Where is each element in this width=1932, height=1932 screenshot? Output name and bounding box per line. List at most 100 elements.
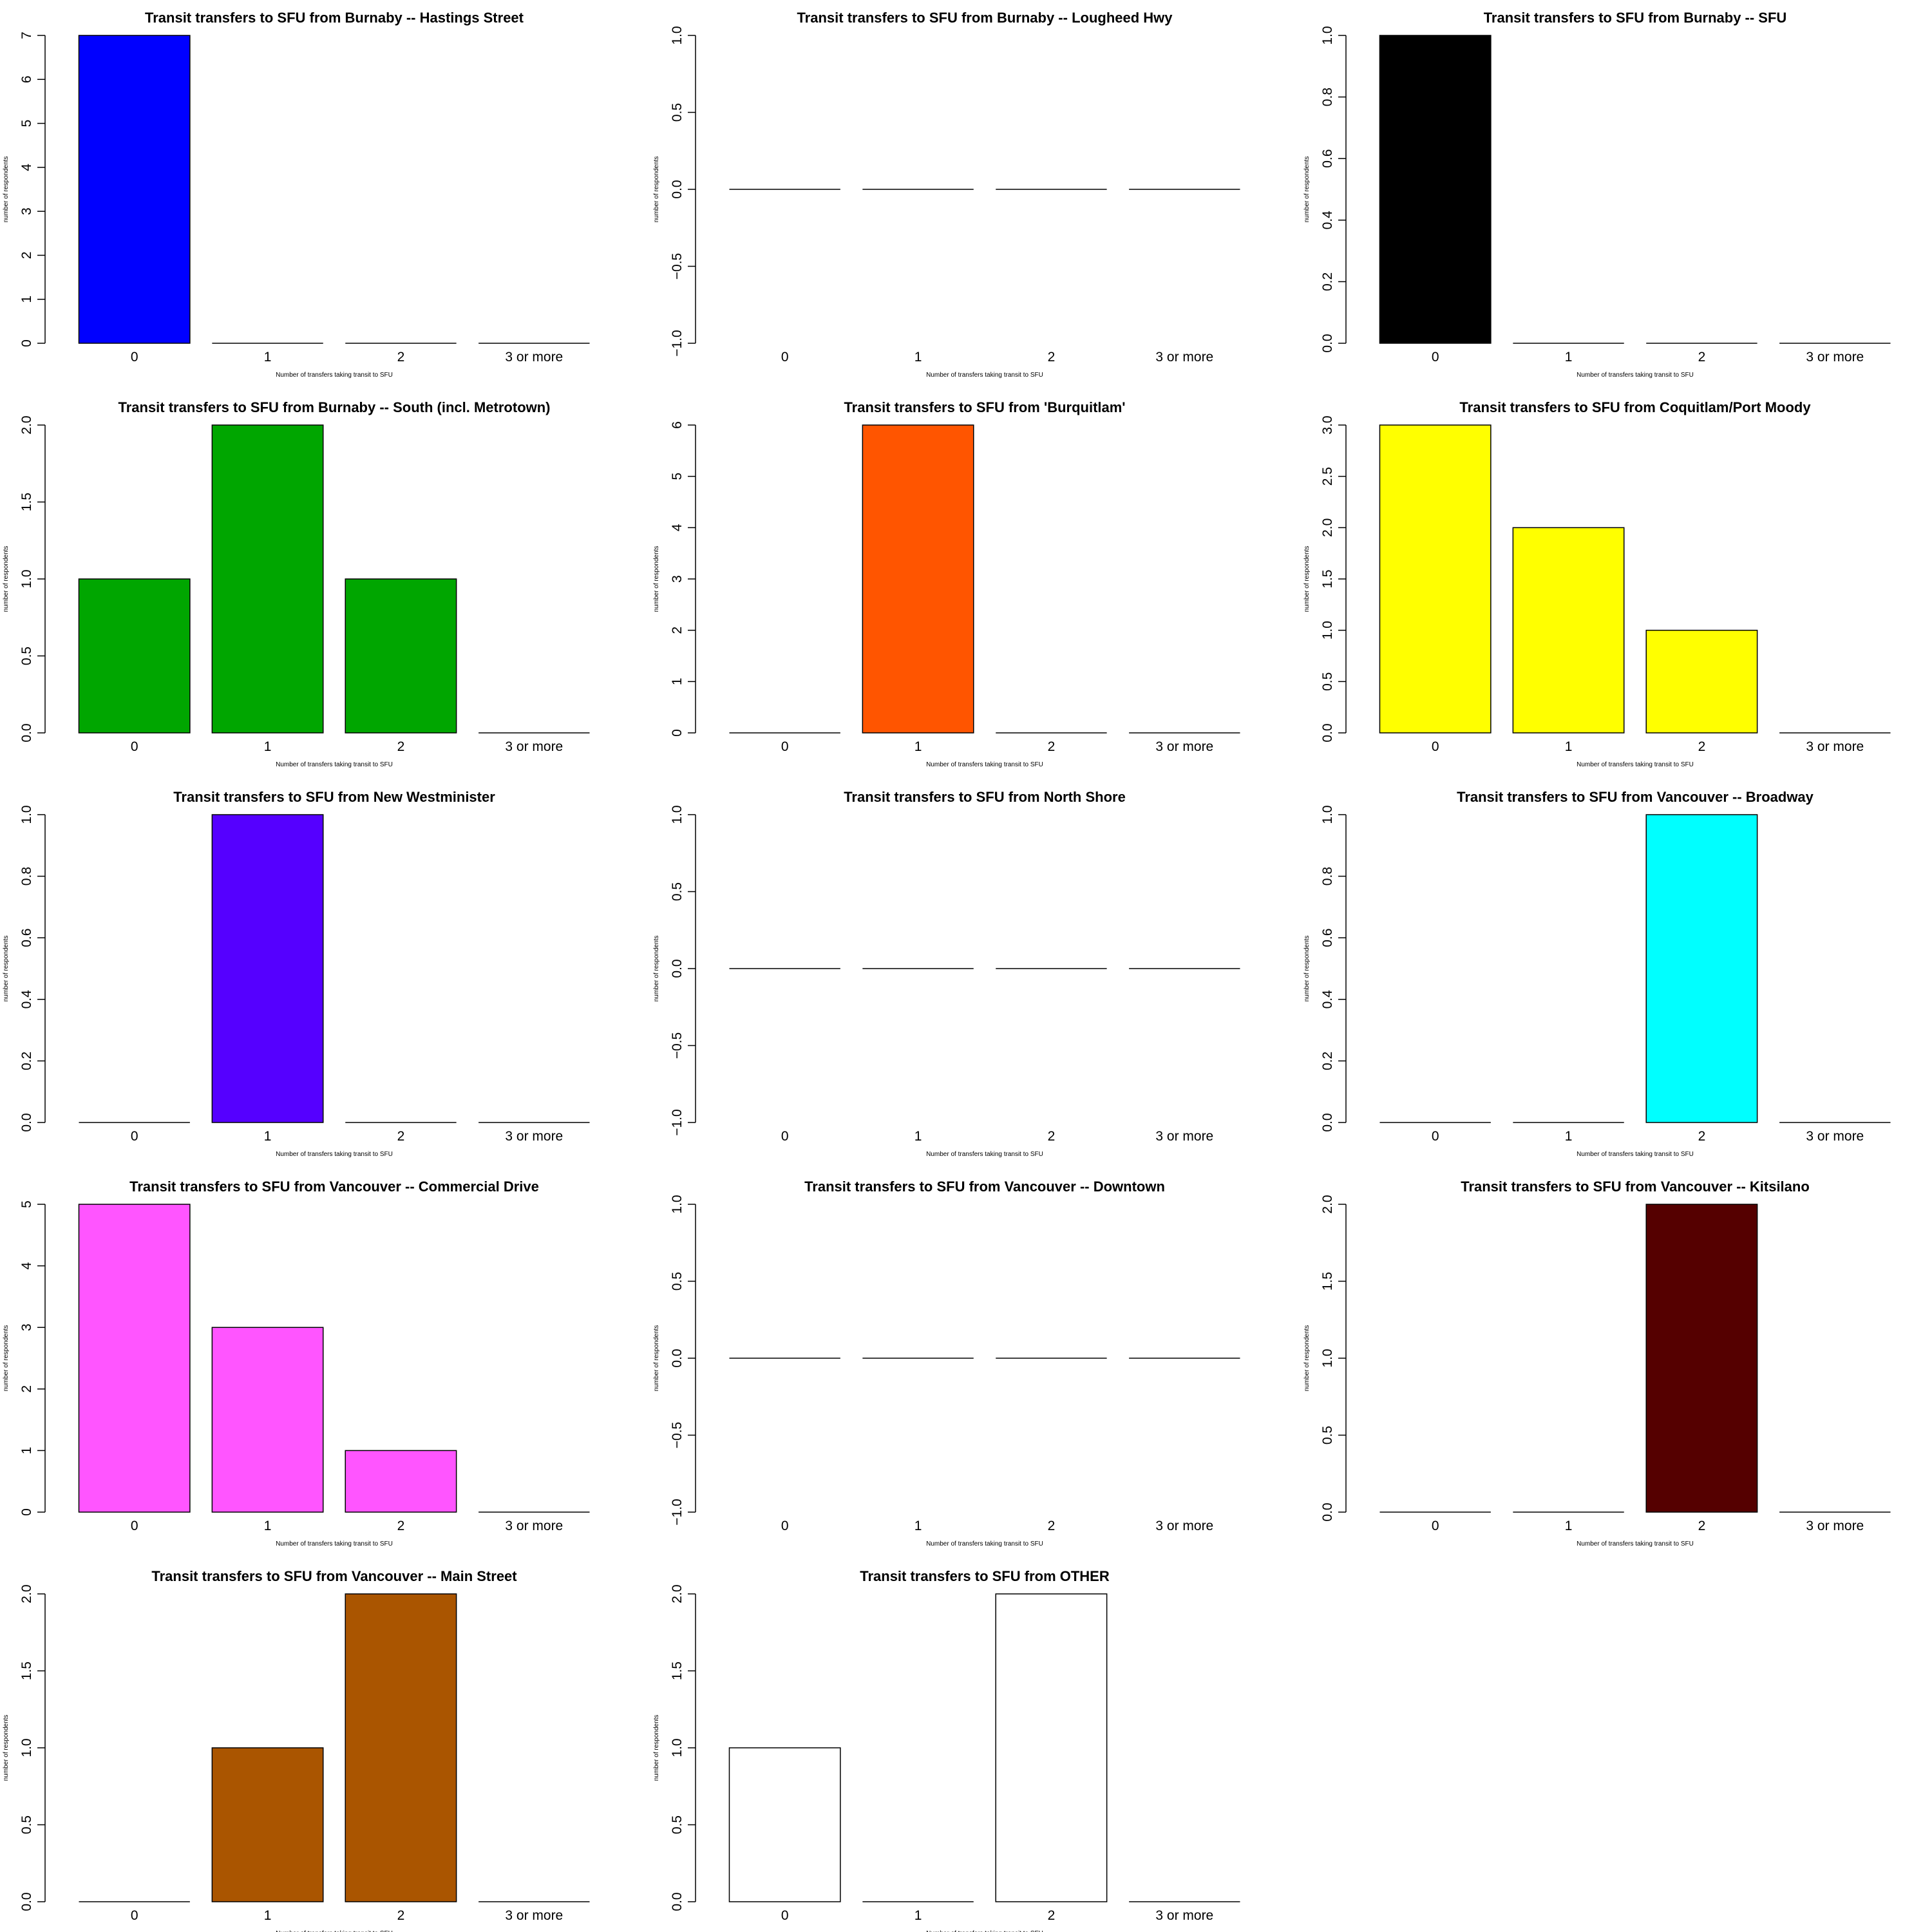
y-tick-label: 1.0 [670, 1738, 685, 1757]
y-axis-label: number of respondents [653, 156, 660, 223]
chart-title: Transit transfers to SFU from Vancouver … [804, 1179, 1165, 1195]
x-axis-label: Number of transfers taking transit to SF… [926, 1930, 1043, 1932]
y-tick-label: 0 [19, 1508, 34, 1516]
y-tick-label: 0.0 [670, 1349, 685, 1367]
x-tick-label: 1 [1565, 739, 1573, 754]
chart-panel: Transit transfers to SFU from Burnaby --… [653, 10, 1240, 379]
chart-panel: Transit transfers to SFU from New Westmi… [3, 789, 590, 1158]
chart-panel: Transit transfers to SFU from Burnaby --… [3, 399, 590, 768]
chart-panel: Transit transfers to SFU from Vancouver … [653, 1179, 1240, 1548]
y-tick-label: 2 [670, 627, 685, 634]
x-tick-label: 2 [397, 1908, 405, 1923]
y-tick-label: 0.0 [670, 180, 685, 198]
x-tick-label: 2 [397, 1129, 405, 1144]
y-tick-label: 1.0 [19, 569, 34, 588]
y-axis-label: number of respondents [3, 936, 10, 1002]
y-tick-label: 4 [670, 524, 685, 531]
y-tick-label: 2.0 [19, 415, 34, 434]
chart-panel: Transit transfers to SFU from Vancouver … [3, 1179, 590, 1548]
x-axis-label: Number of transfers taking transit to SF… [1577, 1540, 1694, 1548]
bar [78, 578, 191, 734]
bar [211, 424, 324, 734]
x-tick-label: 2 [1048, 1908, 1056, 1923]
y-tick-label: 0 [670, 729, 685, 737]
y-tick-label: 0.4 [1320, 990, 1335, 1009]
bar [862, 424, 974, 734]
bar [728, 1747, 841, 1902]
y-tick-label: −1.0 [670, 1109, 685, 1135]
chart-title: Transit transfers to SFU from Coquitlam/… [1459, 399, 1811, 415]
y-tick-label: 1 [670, 677, 685, 685]
x-tick-label: 0 [131, 1129, 138, 1144]
y-tick-label: 1 [19, 1447, 34, 1455]
y-tick-label: 1.0 [19, 805, 34, 824]
x-tick-label: 3 or more [1155, 739, 1213, 754]
y-tick-label: 6 [19, 75, 34, 83]
y-tick-label: −0.5 [670, 1032, 685, 1059]
x-axis-label: Number of transfers taking transit to SF… [1577, 761, 1694, 768]
y-axis-label: number of respondents [3, 546, 10, 612]
x-tick-label: 3 or more [1806, 350, 1864, 365]
y-axis-label: number of respondents [1303, 936, 1311, 1002]
y-tick-label: 1.0 [19, 1738, 34, 1757]
y-tick-label: 0.0 [19, 723, 34, 742]
y-tick-label: 2.0 [670, 1584, 685, 1603]
x-axis-label: Number of transfers taking transit to SF… [926, 761, 1043, 768]
x-tick-label: 2 [397, 350, 405, 365]
y-tick-label: 0.6 [19, 929, 34, 947]
y-tick-label: −1.0 [670, 330, 685, 356]
y-tick-label: 0.5 [19, 647, 34, 665]
x-tick-label: 2 [397, 739, 405, 754]
x-tick-label: 2 [1698, 1519, 1706, 1533]
x-tick-label: 0 [131, 739, 138, 754]
y-tick-label: 1.5 [1320, 1272, 1335, 1291]
x-axis-label: Number of transfers taking transit to SF… [276, 372, 393, 379]
bar [345, 578, 457, 734]
x-tick-label: 0 [781, 739, 789, 754]
x-tick-label: 1 [914, 1519, 922, 1533]
x-tick-label: 1 [1565, 350, 1573, 365]
y-tick-label: 4 [19, 1262, 34, 1269]
y-tick-label: 0.6 [1320, 149, 1335, 168]
x-tick-label: 3 or more [1155, 1129, 1213, 1144]
x-tick-label: 0 [781, 1908, 789, 1923]
y-tick-label: 0.0 [1320, 1113, 1335, 1132]
bar [1645, 814, 1758, 1123]
y-tick-label: 0.0 [19, 1113, 34, 1132]
x-tick-label: 1 [914, 1129, 922, 1144]
bar [78, 35, 191, 344]
y-tick-label: 1.0 [1320, 805, 1335, 824]
x-tick-label: 3 or more [505, 1908, 563, 1923]
y-tick-label: 0.2 [1320, 1052, 1335, 1070]
y-axis-label: number of respondents [1303, 1325, 1311, 1392]
chart-title: Transit transfers to SFU from New Westmi… [173, 789, 495, 805]
x-tick-label: 3 or more [1155, 1519, 1213, 1533]
x-tick-label: 0 [1432, 1129, 1439, 1144]
y-tick-label: 0.6 [1320, 929, 1335, 947]
y-tick-label: 1.5 [670, 1662, 685, 1680]
y-tick-label: 0.2 [1320, 272, 1335, 291]
y-tick-label: 0.5 [670, 103, 685, 122]
y-axis-label: number of respondents [3, 1715, 10, 1781]
y-tick-label: −0.5 [670, 1422, 685, 1448]
chart-panel: Transit transfers to SFU from 'Burquitla… [653, 399, 1240, 768]
x-tick-label: 3 or more [1806, 1519, 1864, 1533]
chart-title: Transit transfers to SFU from Vancouver … [1461, 1179, 1810, 1195]
x-tick-label: 1 [264, 1129, 272, 1144]
x-tick-label: 1 [1565, 1129, 1573, 1144]
chart-panel: Transit transfers to SFU from Vancouver … [1303, 1179, 1891, 1548]
x-tick-label: 1 [914, 1908, 922, 1923]
y-tick-label: 4 [19, 164, 34, 171]
y-tick-label: 2.5 [1320, 467, 1335, 486]
y-tick-label: 0.0 [1320, 334, 1335, 352]
chart-title: Transit transfers to SFU from 'Burquitla… [844, 399, 1125, 415]
bar [1379, 35, 1492, 344]
bar [78, 1204, 191, 1513]
chart-panel: Transit transfers to SFU from Burnaby --… [3, 10, 590, 379]
y-tick-label: 0.5 [1320, 672, 1335, 691]
x-tick-label: 2 [1048, 350, 1056, 365]
y-tick-label: 0.0 [670, 959, 685, 978]
x-tick-label: 0 [1432, 350, 1439, 365]
y-axis-label: number of respondents [1303, 156, 1311, 223]
x-tick-label: 2 [397, 1519, 405, 1533]
